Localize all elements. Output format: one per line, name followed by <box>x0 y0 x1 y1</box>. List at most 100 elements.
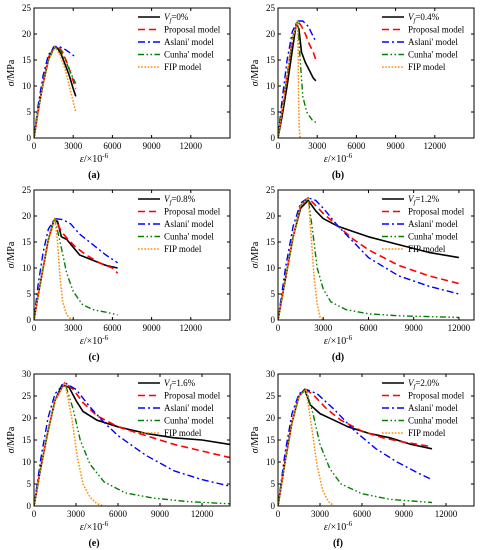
series-aslani-line <box>34 217 118 320</box>
series-aslani-line <box>278 197 460 320</box>
y-tick-label: 15 <box>22 435 32 445</box>
panel-b: 0 3000 6000 9000 12000 0 5 10 15 20 25 σ/MPa ε/×10-6… <box>250 3 475 181</box>
legend-label-test: Vf=1.6% <box>164 378 196 391</box>
x-axis-label: ε/×10-6 <box>324 520 353 533</box>
x-tick-label: 3000 <box>64 323 83 333</box>
y-tick-label: 20 <box>266 29 276 39</box>
y-tick-label: 15 <box>22 55 32 65</box>
legend-label-test: Vf=0.8% <box>164 194 196 207</box>
legend: Vf=0.8%Proposal model Aslani' model Cunha'… <box>138 194 221 254</box>
legend-label-test: Vf=1.2% <box>408 194 440 207</box>
legend-label-aslani: Aslani' model <box>164 219 214 229</box>
y-tick-label: 10 <box>22 81 32 91</box>
legend-label-proposal: Proposal model <box>408 25 465 35</box>
legend: Vf=1.6%Proposal model Aslani' model Cunha'… <box>138 378 221 438</box>
panel-d: 0 3000 6000 9000 12000 0 5 10 15 20 25 σ/MPa ε/×10-6… <box>250 185 475 363</box>
y-tick-label: 10 <box>266 81 276 91</box>
series-group <box>278 388 433 506</box>
y-tick-label: 10 <box>22 457 32 467</box>
x-tick-label: 3000 <box>64 141 83 151</box>
x-tick-label: 12000 <box>191 509 214 519</box>
x-tick-label: 6000 <box>347 141 366 151</box>
x-tick-label: 3000 <box>314 323 333 333</box>
y-tick-label: 25 <box>22 3 32 13</box>
series-test-line <box>278 22 317 138</box>
x-tick-label: 0 <box>276 509 281 519</box>
legend: Vf=0%Proposal model Aslani' model Cunha' m… <box>138 12 221 72</box>
legend-label-proposal: Proposal model <box>408 207 465 217</box>
x-tick-label: 0 <box>32 323 37 333</box>
y-tick-label: 5 <box>271 479 276 489</box>
x-tick-label: 9000 <box>387 141 406 151</box>
y-tick-label: 15 <box>266 435 276 445</box>
y-tick-label: 0 <box>27 133 32 143</box>
series-group <box>34 45 77 138</box>
panel-label: (f) <box>333 538 343 549</box>
series-group <box>34 382 230 506</box>
series-group <box>34 217 119 320</box>
y-tick-label: 15 <box>266 237 276 247</box>
y-tick-label: 25 <box>266 3 276 13</box>
panel-label: (e) <box>88 538 99 549</box>
y-tick-label: 0 <box>271 501 276 511</box>
legend-label-test: Vf=0.4% <box>408 12 440 25</box>
legend-label-fip: FIP model <box>408 244 446 254</box>
series-aslani-line <box>34 382 230 506</box>
x-axis-label: ε/×10-6 <box>80 152 109 165</box>
x-tick-label: 12000 <box>435 509 458 519</box>
series-fip-line <box>34 217 73 320</box>
y-tick-label: 20 <box>22 29 32 39</box>
legend-label-cunha: Cunha' model <box>408 232 458 242</box>
y-tick-label: 0 <box>27 315 32 325</box>
series-cunha-line <box>278 20 318 138</box>
x-tick-label: 9000 <box>143 323 162 333</box>
legend: Vf=1.2%Proposal model Aslani' model Cunha'… <box>382 194 465 254</box>
y-tick-label: 0 <box>271 315 276 325</box>
y-tick-label: 25 <box>22 391 32 401</box>
legend: Vf=2.0%Proposal model Aslani' model Cunha'… <box>382 378 465 438</box>
y-tick-label: 10 <box>266 263 276 273</box>
y-tick-label: 0 <box>27 501 32 511</box>
panel-label: (a) <box>88 170 100 181</box>
series-proposal-line <box>278 197 460 320</box>
y-tick-label: 10 <box>266 457 276 467</box>
x-tick-label: 6000 <box>353 509 372 519</box>
x-tick-label: 0 <box>276 141 281 151</box>
x-tick-label: 0 <box>32 509 37 519</box>
y-axis-label: σ/MPa <box>250 59 261 86</box>
legend-label-proposal: Proposal model <box>164 391 221 401</box>
y-tick-label: 20 <box>22 413 32 423</box>
series-fip-line <box>278 20 301 138</box>
y-tick-label: 30 <box>266 369 276 379</box>
series-cunha-line <box>278 388 433 506</box>
legend-label-test: Vf=0% <box>164 12 189 25</box>
legend-label-proposal: Proposal model <box>408 391 465 401</box>
y-tick-label: 25 <box>266 391 276 401</box>
series-cunha-line <box>34 382 230 506</box>
legend-label-fip: FIP model <box>164 244 202 254</box>
x-axis-label: ε/×10-6 <box>324 152 353 165</box>
x-tick-label: 6000 <box>109 509 128 519</box>
y-tick-label: 20 <box>22 211 32 221</box>
panel-a: 0 3000 6000 9000 12000 0 5 10 15 20 25 σ/MPa ε/×10-6… <box>6 3 231 181</box>
panel-c: 0 3000 6000 9000 12000 0 5 10 15 20 25 σ/MPa ε/×10-6… <box>6 185 231 363</box>
series-fip-line <box>34 382 105 506</box>
legend: Vf=0.4%Proposal model Aslani' model Cunha'… <box>382 12 465 72</box>
plot-frame <box>33 7 231 139</box>
legend-label-proposal: Proposal model <box>164 25 221 35</box>
x-tick-label: 9000 <box>395 509 414 519</box>
series-proposal-line <box>34 217 119 320</box>
series-proposal-line <box>34 382 230 506</box>
legend-label-test: Vf=2.0% <box>408 378 440 391</box>
legend-label-aslani: Aslani' model <box>408 403 458 413</box>
y-tick-label: 5 <box>27 107 32 117</box>
y-tick-label: 20 <box>266 413 276 423</box>
legend-label-fip: FIP model <box>408 62 446 72</box>
y-tick-label: 5 <box>27 289 32 299</box>
y-tick-label: 15 <box>22 237 32 247</box>
y-tick-label: 15 <box>266 55 276 65</box>
x-axis-label: ε/×10-6 <box>324 334 353 347</box>
x-tick-label: 3000 <box>311 509 330 519</box>
series-fip-line <box>278 388 335 506</box>
